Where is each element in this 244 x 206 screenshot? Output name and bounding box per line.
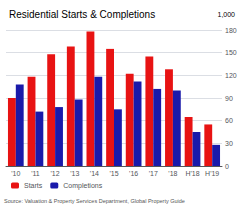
svg-text:150: 150 bbox=[225, 49, 237, 56]
svg-text:90: 90 bbox=[225, 95, 233, 102]
svg-text:H'18: H'18 bbox=[185, 170, 199, 177]
svg-text:H'19: H'19 bbox=[205, 170, 219, 177]
svg-text:'18: '18 bbox=[168, 170, 177, 177]
svg-text:'16: '16 bbox=[129, 170, 138, 177]
svg-text:1,000: 1,000 bbox=[217, 11, 235, 18]
svg-text:60: 60 bbox=[225, 117, 233, 124]
svg-text:'15: '15 bbox=[109, 170, 118, 177]
svg-text:'11: '11 bbox=[31, 170, 40, 177]
svg-text:'13: '13 bbox=[70, 170, 79, 177]
svg-text:120: 120 bbox=[225, 72, 237, 79]
svg-text:30: 30 bbox=[225, 140, 233, 147]
svg-text:180: 180 bbox=[225, 27, 237, 34]
svg-text:'12: '12 bbox=[51, 170, 60, 177]
svg-text:Source: Valuation & Property S: Source: Valuation & Property Services De… bbox=[4, 198, 185, 204]
svg-text:'14: '14 bbox=[90, 170, 99, 177]
svg-text:'17: '17 bbox=[149, 170, 158, 177]
svg-text:Residential Starts & Completio: Residential Starts & Completions bbox=[9, 9, 155, 20]
svg-text:'10: '10 bbox=[11, 170, 20, 177]
svg-text:Starts: Starts bbox=[24, 182, 43, 189]
svg-text:0: 0 bbox=[225, 163, 229, 170]
svg-text:Completions: Completions bbox=[63, 182, 102, 190]
